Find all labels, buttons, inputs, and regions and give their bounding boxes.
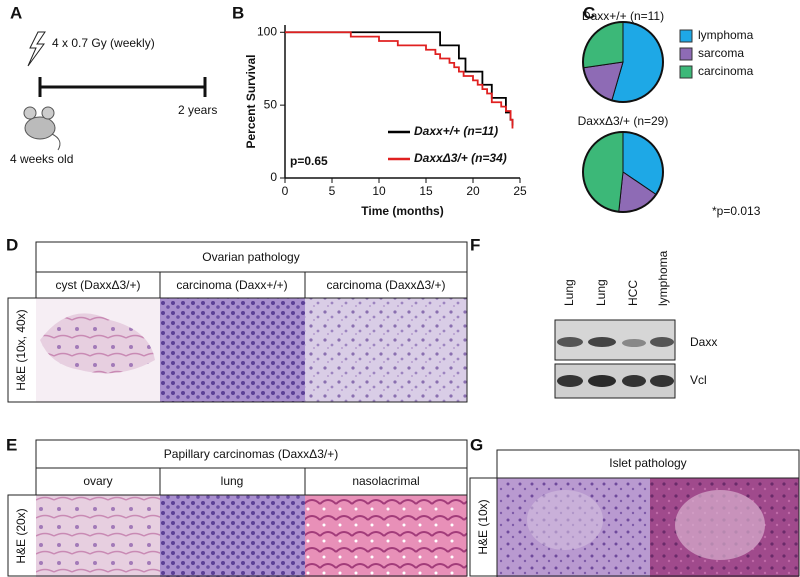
y-tick-label: 0 [270, 170, 277, 184]
blot-label: Daxx [690, 335, 717, 349]
x-tick-label: 0 [282, 184, 289, 198]
y-tick-label: 100 [257, 24, 277, 38]
annotation: *p=0.013 [712, 204, 761, 218]
charts: 0 50 100 0 5 10 15 20 25 Percent Survival Time (mo… [244, 9, 761, 218]
x-tick-label: 10 [372, 184, 386, 198]
row-label: H&E (10x, 40x) [14, 309, 28, 390]
column-label: nasolacrimal [352, 474, 419, 488]
panel-label: F [470, 235, 480, 254]
legend-swatch [679, 29, 693, 43]
pie-slice [582, 21, 624, 69]
panel-label: C [583, 3, 595, 22]
panel-label: B [232, 3, 244, 22]
panel-label: A [10, 3, 22, 22]
y-axis-label: Percent Survival [244, 54, 258, 148]
radiation-icon [27, 31, 46, 67]
row-label: H&E (20x) [14, 508, 28, 563]
panel-label: D [6, 235, 18, 254]
lane-label: Lung [562, 279, 576, 306]
end-label: 2 years [178, 103, 217, 117]
pie-outline [582, 21, 664, 103]
table-title: Ovarian pathology [202, 250, 299, 264]
pie-title: DaxxΔ3/+ (n=29) [578, 114, 669, 128]
row-label: H&E (10x) [476, 499, 490, 554]
panel-label: E [6, 435, 17, 454]
pie-slice [582, 131, 624, 213]
lane-label: HCC [626, 280, 640, 306]
survival-curve [285, 31, 514, 129]
column-label: carcinoma (DaxxΔ3/+) [326, 278, 445, 292]
histology-image [305, 298, 467, 402]
blot-label: Vcl [690, 373, 707, 387]
histology-image [36, 495, 160, 577]
image-row-box [7, 297, 468, 403]
lane-label: Lung [594, 279, 608, 306]
legend-swatch [679, 65, 693, 79]
legend-label: DaxxΔ3/+ (n=34) [414, 151, 507, 165]
x-tick-label: 25 [513, 184, 527, 198]
histology-image [160, 298, 305, 402]
histology-image [305, 495, 467, 577]
column-label: carcinoma (Daxx+/+) [176, 278, 287, 292]
pie-title: Daxx+/+ (n=11) [582, 9, 664, 23]
column-label: ovary [83, 474, 112, 488]
lane-label: lymphoma [656, 250, 670, 306]
column-label: lung [221, 474, 244, 488]
legend-label: sarcoma [698, 46, 744, 60]
x-tick-label: 20 [466, 184, 480, 198]
dose-label: 4 x 0.7 Gy (weekly) [52, 36, 155, 50]
legend-swatch [679, 47, 693, 61]
pie-outline [582, 131, 664, 213]
image-row-box [469, 477, 800, 577]
mouse-icon [23, 106, 61, 151]
legend-label: carcinoma [698, 64, 754, 78]
x-axis-label: Time (months) [361, 204, 443, 218]
islet [527, 490, 603, 550]
islet [675, 490, 765, 560]
y-tick-label: 50 [264, 97, 278, 111]
blot [554, 363, 676, 399]
blot [554, 319, 676, 361]
legend-label: lymphoma [698, 28, 754, 42]
image-row-box [7, 494, 468, 577]
annotation: p=0.65 [290, 154, 328, 168]
x-tick-label: 15 [419, 184, 433, 198]
start-label: 4 weeks old [10, 152, 73, 166]
panel-label: G [470, 435, 483, 454]
histology-image [160, 495, 305, 577]
column-label: cyst (DaxxΔ3/+) [55, 278, 140, 292]
legend-label: Daxx+/+ (n=11) [414, 124, 498, 138]
table-title: Papillary carcinomas (DaxxΔ3/+) [164, 447, 338, 461]
table-title: Islet pathology [609, 456, 686, 470]
x-tick-label: 5 [329, 184, 336, 198]
histology-image [40, 313, 155, 374]
